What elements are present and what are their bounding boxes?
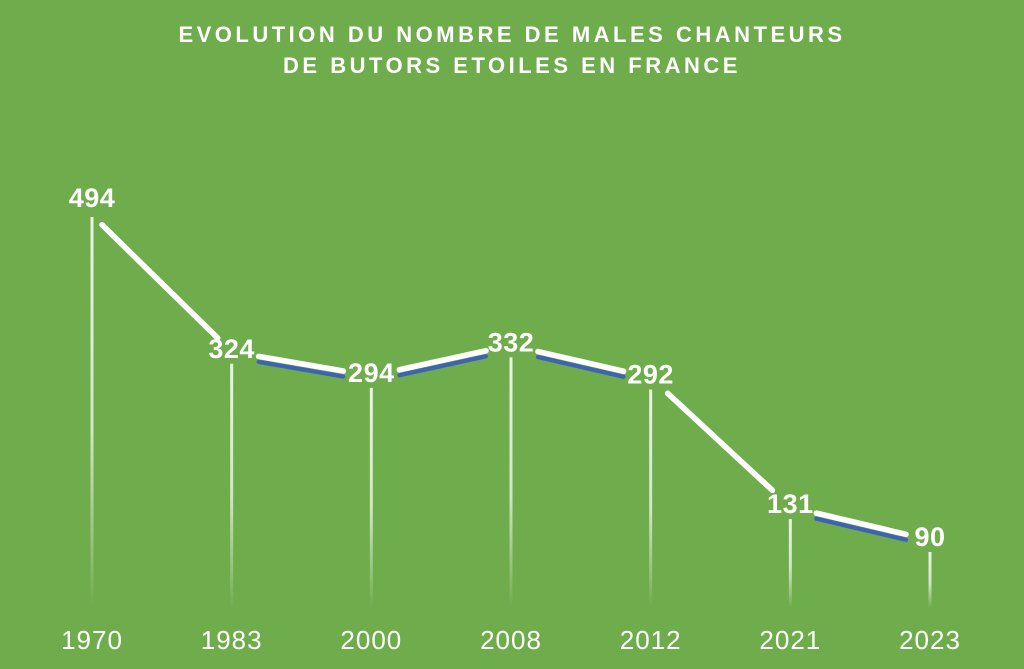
line-segment bbox=[535, 348, 627, 375]
x-axis-label: 1970 bbox=[61, 625, 123, 655]
x-axis-label: 2023 bbox=[899, 625, 961, 655]
stem-line bbox=[649, 389, 653, 608]
data-label: 292 bbox=[627, 360, 674, 390]
line-segment bbox=[99, 221, 221, 341]
data-label: 294 bbox=[348, 358, 395, 388]
chart-title: EVOLUTION DU NOMBRE DE MALES CHANTEURS D… bbox=[0, 19, 1024, 81]
line-segment bbox=[813, 510, 909, 538]
x-axis-label: 1983 bbox=[201, 625, 263, 655]
stem-line bbox=[369, 387, 373, 608]
stem-line bbox=[928, 552, 932, 608]
data-label: 332 bbox=[488, 327, 535, 357]
stem-line bbox=[90, 217, 94, 608]
x-axis-label: 2012 bbox=[620, 625, 682, 655]
line-segment-shadow bbox=[535, 354, 626, 379]
data-label: 90 bbox=[914, 522, 945, 552]
line-segment-shadow bbox=[256, 359, 346, 379]
chart-title-line1: EVOLUTION DU NOMBRE DE MALES CHANTEURS bbox=[178, 22, 846, 47]
line-segment bbox=[396, 347, 489, 373]
line-segment bbox=[664, 390, 776, 494]
data-label: 494 bbox=[69, 183, 116, 213]
stem-line bbox=[230, 363, 234, 608]
line-segment-shadow bbox=[814, 516, 909, 542]
x-axis-label: 2008 bbox=[480, 625, 542, 655]
chart-title-line2: DE BUTORS ETOILES EN FRANCE bbox=[283, 53, 741, 78]
data-label: 131 bbox=[767, 489, 814, 519]
data-label: 324 bbox=[208, 334, 255, 364]
stem-line bbox=[788, 519, 792, 608]
x-axis-label: 2021 bbox=[759, 625, 821, 655]
line-segment-shadow bbox=[397, 354, 489, 378]
line-segment bbox=[255, 353, 347, 374]
x-axis-label: 2000 bbox=[340, 625, 402, 655]
stem-line bbox=[509, 357, 513, 608]
